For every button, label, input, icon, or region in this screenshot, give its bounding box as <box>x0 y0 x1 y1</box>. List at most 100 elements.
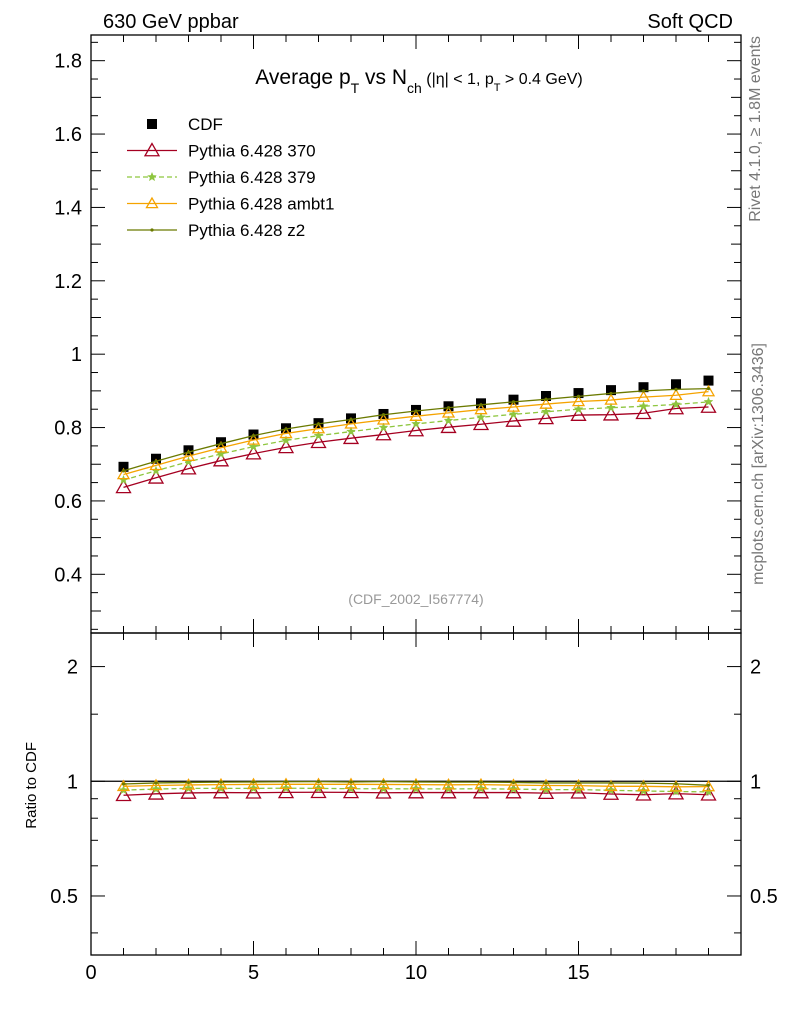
main-point-cdf <box>118 461 129 472</box>
ratio-point-pythia-6-428-ambt1 <box>409 777 423 790</box>
main-point-cdf <box>638 382 649 393</box>
main-point-pythia-6-428-370 <box>537 410 555 425</box>
ratio-point-pythia-6-428-z2 <box>316 780 321 784</box>
main-point-pythia-6-428-ambt1 <box>604 393 618 405</box>
ratio-line-pythia-6-428-370 <box>123 791 709 796</box>
main-point-pythia-6-428-379 <box>573 404 584 414</box>
rivet-label: Rivet 4.1.0, ≥ 1.8M events <box>747 36 764 222</box>
main-point-pythia-6-428-379 <box>118 474 129 485</box>
main-point-pythia-6-428-379 <box>638 401 649 411</box>
ratio-panel: 0 5 10 15 0.5 0.5 1 1 2 2 <box>50 632 778 984</box>
ratio-point-pythia-6-428-ambt1 <box>474 777 488 790</box>
ratio-point-pythia-6-428-ambt1 <box>539 778 553 791</box>
plot-title: Average pT vs Nch (|η| < 1, pT > 0.4 GeV… <box>255 66 582 96</box>
ratio-point-pythia-6-428-z2 <box>381 780 386 784</box>
legend-marker-pythia-6-428-z2 <box>150 228 154 232</box>
main-line-pythia-6-428-ambt1 <box>123 390 709 476</box>
main-point-pythia-6-428-370 <box>245 445 262 460</box>
main-point-pythia-6-428-370 <box>407 422 425 437</box>
ratio-point-pythia-6-428-z2 <box>186 780 191 785</box>
y-tick-label: 0.6 <box>54 491 82 513</box>
legend-marker-cdf <box>147 119 157 129</box>
ratio-point-pythia-6-428-z2 <box>154 781 158 785</box>
y-tick-label: 1.4 <box>54 197 82 219</box>
main-point-pythia-6-428-379 <box>541 406 551 416</box>
ratio-point-pythia-6-428-ambt1 <box>344 777 358 790</box>
main-point-pythia-6-428-z2 <box>349 417 353 422</box>
main-point-pythia-6-428-z2 <box>576 394 581 398</box>
main-point-cdf <box>541 391 551 402</box>
main-point-pythia-6-428-379 <box>183 456 194 466</box>
ratio-point-pythia-6-428-z2 <box>414 780 418 784</box>
ratio-point-pythia-6-428-z2 <box>446 780 451 784</box>
ratio-y-tick-label-right: 2 <box>750 657 761 679</box>
ratio-point-pythia-6-428-ambt1 <box>279 777 293 790</box>
ratio-point-pythia-6-428-z2 <box>576 781 581 785</box>
main-point-pythia-6-428-370 <box>472 415 490 431</box>
title-cuts-a: (|η| < 1, p <box>422 71 494 88</box>
ratio-point-pythia-6-428-ambt1 <box>116 779 131 792</box>
ratio-point-pythia-6-428-z2 <box>544 781 548 785</box>
ratio-point-pythia-6-428-z2 <box>251 780 256 784</box>
main-line-pythia-6-428-z2 <box>123 388 709 472</box>
main-point-pythia-6-428-379 <box>671 399 681 409</box>
ratio-point-pythia-6-428-370 <box>440 784 457 799</box>
ratio-point-pythia-6-428-z2 <box>641 781 646 785</box>
main-point-pythia-6-428-z2 <box>154 459 158 463</box>
main-point-cdf <box>606 385 616 396</box>
main-point-pythia-6-428-ambt1 <box>246 433 261 445</box>
ratio-point-pythia-6-428-370 <box>212 784 230 799</box>
main-point-pythia-6-428-370 <box>342 429 360 445</box>
title-cuts-sub: T <box>494 82 501 94</box>
ratio-point-pythia-6-428-370 <box>407 784 425 799</box>
main-point-pythia-6-428-379 <box>606 402 616 412</box>
main-point-pythia-6-428-z2 <box>706 387 711 391</box>
ratio-point-pythia-6-428-z2 <box>609 781 613 785</box>
ratio-point-pythia-6-428-ambt1 <box>669 780 683 792</box>
main-point-pythia-6-428-z2 <box>479 403 483 407</box>
ratio-ylabel: Ratio to CDF <box>23 742 40 829</box>
ratio-point-pythia-6-428-379 <box>118 784 129 795</box>
ratio-point-pythia-6-428-ambt1 <box>246 777 261 790</box>
ratio-point-pythia-6-428-370 <box>310 783 327 799</box>
legend-marker-pythia-6-428-379 <box>147 171 157 182</box>
ratio-point-pythia-6-428-ambt1 <box>604 779 618 792</box>
y-tick-label: 0.4 <box>54 564 82 586</box>
legend-label-pythia-6-428-z2: Pythia 6.428 z2 <box>188 221 305 240</box>
main-point-pythia-6-428-379 <box>248 441 259 451</box>
legend-label-cdf: CDF <box>188 115 223 134</box>
main-point-pythia-6-428-ambt1 <box>311 421 326 434</box>
title-main: Average p <box>255 66 350 89</box>
ratio-point-pythia-6-428-z2 <box>479 780 483 784</box>
title-vs: vs N <box>359 66 407 89</box>
ratio-y-tick-label: 0.5 <box>50 886 78 908</box>
main-point-pythia-6-428-z2 <box>121 469 126 473</box>
main-point-pythia-6-428-379 <box>443 415 454 425</box>
main-point-cdf <box>508 394 519 405</box>
main-point-pythia-6-428-379 <box>216 448 226 459</box>
y-tick-label: 0.8 <box>54 418 82 440</box>
y-tick-label: 1.2 <box>54 271 82 293</box>
ratio-point-pythia-6-428-z2 <box>121 782 126 786</box>
main-point-pythia-6-428-370 <box>440 418 457 434</box>
ratio-point-pythia-6-428-z2 <box>284 780 288 784</box>
ratio-point-pythia-6-428-379 <box>216 783 226 793</box>
main-point-pythia-6-428-ambt1 <box>474 402 488 415</box>
main-point-pythia-6-428-370 <box>310 433 327 449</box>
ratio-point-pythia-6-428-ambt1 <box>571 778 586 791</box>
main-point-pythia-6-428-379 <box>411 418 421 429</box>
main-point-pythia-6-428-z2 <box>381 413 386 417</box>
mcplots-label: mcplots.cern.ch [arXiv:1306.3436] <box>750 343 767 585</box>
main-point-pythia-6-428-370 <box>700 398 717 413</box>
ratio-y-tick-label-right: 1 <box>750 771 761 793</box>
ratio-frame <box>90 632 742 956</box>
main-point-pythia-6-428-370 <box>180 460 197 475</box>
ratio-point-pythia-6-428-z2 <box>511 780 516 785</box>
ratio-point-pythia-6-428-ambt1 <box>376 777 391 790</box>
main-point-pythia-6-428-ambt1 <box>409 409 423 421</box>
main-point-pythia-6-428-379 <box>476 412 486 422</box>
ratio-point-pythia-6-428-370 <box>635 786 652 801</box>
main-point-pythia-6-428-ambt1 <box>214 440 228 453</box>
main-point-pythia-6-428-370 <box>375 426 392 441</box>
main-point-pythia-6-428-ambt1 <box>116 467 131 480</box>
